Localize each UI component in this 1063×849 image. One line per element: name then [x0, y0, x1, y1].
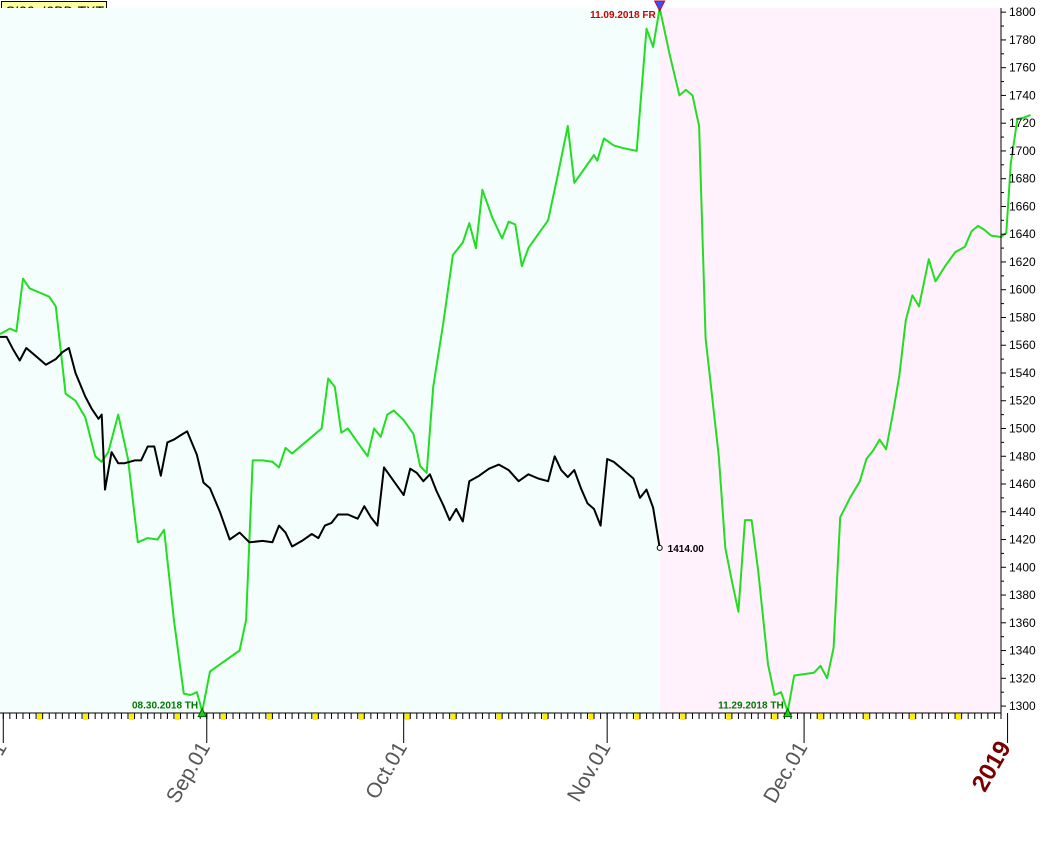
weekend-marker [726, 714, 732, 720]
weekend-marker [864, 714, 870, 720]
x-tick-strip [0, 712, 1002, 720]
y-tick-label: 1360 [1009, 616, 1036, 630]
weekend-marker [588, 714, 595, 720]
y-tick-label: 1440 [1009, 505, 1036, 519]
weekend-marker [680, 714, 686, 720]
y-tick-label: 1620 [1009, 255, 1036, 269]
weekend-marker [312, 714, 319, 720]
y-tick-label: 1420 [1009, 533, 1036, 547]
weekend-marker [634, 714, 640, 720]
weekend-marker [910, 714, 916, 720]
y-tick-label: 1400 [1009, 560, 1036, 574]
y-tick-label: 1640 [1009, 227, 1036, 241]
chart-background [0, 8, 1001, 713]
weekend-marker [542, 714, 549, 720]
chart-lines [0, 7, 1031, 713]
y-tick-label: 1480 [1009, 449, 1036, 463]
chart-annotations: 11.09.2018 FR 08.30.2018 TH 11.29.2018 TH 1… [132, 0, 793, 718]
y-tick-label: 1600 [1009, 283, 1036, 297]
y-tick-label: 1580 [1009, 310, 1036, 324]
weekend-marker [220, 714, 227, 720]
weekend-marker [772, 714, 778, 720]
y-tick-label: 1760 [1009, 61, 1036, 75]
y-tick-label: 1700 [1009, 144, 1036, 158]
y-axis: 1300 1320 1340 1360 1380 1400 1420 1440 1460 1480… [1000, 5, 1036, 713]
trough-label: 08.30.2018 TH [132, 701, 198, 712]
shaded-region-1 [659, 8, 1001, 713]
y-tick-label: 1340 [1009, 644, 1036, 658]
weekend-marker [818, 714, 824, 720]
trough-marker [197, 707, 207, 718]
y-tick-label: 1540 [1009, 366, 1036, 380]
series-line-0 [0, 7, 1031, 713]
shaded-region-0 [0, 8, 660, 713]
y-tick-label: 1660 [1009, 199, 1036, 213]
weekend-marker [358, 714, 365, 720]
last-value-label: 1414.00 [668, 544, 705, 555]
y-tick-label: 1800 [1009, 5, 1036, 19]
y-tick-label: 1500 [1009, 422, 1036, 436]
weekend-marker [83, 714, 89, 720]
y-tick-label: 1740 [1009, 88, 1036, 102]
y-tick-label: 1680 [1009, 172, 1036, 186]
y-tick-label: 1300 [1009, 699, 1036, 713]
y-tick-label: 1380 [1009, 588, 1036, 602]
y-tick-label: 1520 [1009, 394, 1036, 408]
weekend-marker [266, 714, 273, 720]
weekend-marker [37, 714, 43, 720]
x-tick-label: Nov.01 [563, 738, 615, 806]
weekend-marker [450, 714, 457, 720]
weekend-marker [174, 714, 181, 720]
x-tick-label: Dec.01 [759, 738, 812, 807]
x-tick-label: Sep.01 [162, 738, 215, 807]
trough-marker [782, 707, 793, 718]
y-tick-label: 1780 [1009, 33, 1036, 47]
weekend-marker [128, 714, 135, 720]
weekend-marker [404, 714, 411, 720]
weekend-marker [496, 714, 503, 720]
y-tick-label: 1320 [1009, 671, 1036, 685]
x-tick-label: Oct.01 [361, 738, 412, 803]
trough-label: 11.29.2018 TH [718, 701, 784, 712]
last-value-marker [656, 544, 663, 551]
x-axis: g.01 Sep.01 Oct.01 Nov.01 Dec.01 2019 [0, 713, 1017, 807]
x-tick-label: 2019 [967, 737, 1017, 797]
x-tick-label: g.01 [0, 738, 12, 785]
y-tick-label: 1460 [1009, 477, 1036, 491]
peak-marker [653, 0, 666, 13]
y-tick-label: 1720 [1009, 116, 1036, 130]
y-tick-label: 1560 [1009, 338, 1036, 352]
series-line-1 [0, 335, 661, 549]
peak-label: 11.09.2018 FR [590, 10, 656, 21]
weekend-marker [956, 714, 962, 720]
